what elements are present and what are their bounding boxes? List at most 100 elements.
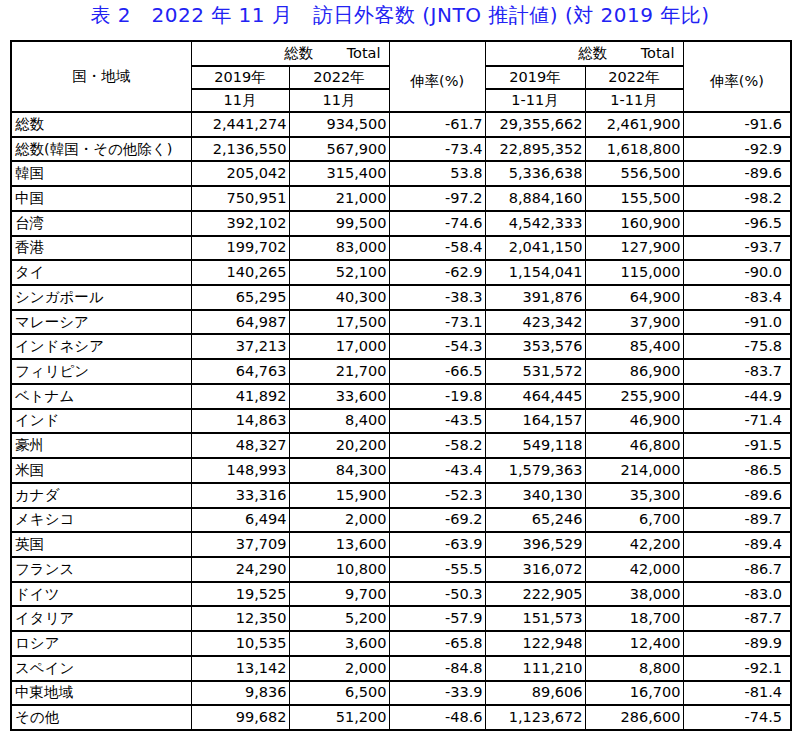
cell-rate_cum: -89.4 (683, 532, 791, 557)
country-name: 米国 (11, 458, 191, 483)
cell-v2019_11: 140,265 (191, 260, 289, 285)
cell-v2019_cum: 222,905 (485, 582, 585, 607)
cell-v2022_11: 20,200 (289, 433, 389, 458)
cell-v2019_cum: 549,118 (485, 433, 585, 458)
cell-v2022_cum: 6,700 (585, 508, 683, 533)
cell-v2022_11: 51,200 (289, 705, 389, 730)
table-row: その他99,68251,200-48.61,123,672286,600-74.… (11, 705, 791, 730)
cell-v2022_11: 8,400 (289, 409, 389, 434)
cell-v2022_cum: 42,000 (585, 557, 683, 582)
cell-rate_cum: -89.9 (683, 631, 791, 656)
cell-rate_cum: -83.4 (683, 285, 791, 310)
table-row: 総数2,441,274934,500-61.729,355,6622,461,9… (11, 112, 791, 137)
cell-v2022_cum: 35,300 (585, 483, 683, 508)
table-row: ドイツ19,5259,700-50.3222,90538,000-83.0 (11, 582, 791, 607)
header-2022-month: 2022年 (289, 66, 389, 89)
header-total-month: 総数 Total (191, 41, 389, 66)
cell-v2022_11: 33,600 (289, 384, 389, 409)
table-row: タイ140,26552,100-62.91,154,041115,000-90.… (11, 260, 791, 285)
country-name: フランス (11, 557, 191, 582)
cell-rate_cum: -83.7 (683, 359, 791, 384)
cell-rate_11: -54.3 (389, 334, 485, 359)
cell-v2019_cum: 1,579,363 (485, 458, 585, 483)
cell-v2019_cum: 423,342 (485, 310, 585, 335)
cell-v2019_11: 64,763 (191, 359, 289, 384)
cell-rate_11: -61.7 (389, 112, 485, 137)
table-row: 豪州48,32720,200-58.2549,11846,800-91.5 (11, 433, 791, 458)
country-name: その他 (11, 705, 191, 730)
cell-v2022_11: 315,400 (289, 161, 389, 186)
visitors-table: 国・地域 総数 Total 伸率(%) 総数 Total 伸率(%) 2019年… (10, 40, 792, 731)
cell-v2019_cum: 531,572 (485, 359, 585, 384)
cell-rate_cum: -44.9 (683, 384, 791, 409)
cell-rate_11: -43.5 (389, 409, 485, 434)
cell-v2022_cum: 255,900 (585, 384, 683, 409)
cell-rate_11: -62.9 (389, 260, 485, 285)
cell-rate_cum: -92.9 (683, 137, 791, 162)
cell-rate_cum: -91.5 (683, 433, 791, 458)
cell-v2019_11: 199,702 (191, 236, 289, 261)
cell-v2019_cum: 316,072 (485, 557, 585, 582)
cell-v2019_11: 6,494 (191, 508, 289, 533)
country-name: イタリア (11, 606, 191, 631)
cell-rate_11: -19.8 (389, 384, 485, 409)
cell-v2019_cum: 340,130 (485, 483, 585, 508)
header-country-region: 国・地域 (11, 41, 191, 112)
cell-v2019_11: 65,295 (191, 285, 289, 310)
cell-v2022_11: 52,100 (289, 260, 389, 285)
cell-v2019_cum: 353,576 (485, 334, 585, 359)
cell-v2022_cum: 42,200 (585, 532, 683, 557)
cell-v2019_11: 148,993 (191, 458, 289, 483)
cell-v2022_cum: 155,500 (585, 186, 683, 211)
cell-v2022_11: 934,500 (289, 112, 389, 137)
cell-v2019_cum: 1,154,041 (485, 260, 585, 285)
cell-v2022_cum: 64,900 (585, 285, 683, 310)
table-row: 中国750,95121,000-97.28,884,160155,500-98.… (11, 186, 791, 211)
cell-v2019_cum: 5,336,638 (485, 161, 585, 186)
table-header: 国・地域 総数 Total 伸率(%) 総数 Total 伸率(%) 2019年… (11, 41, 791, 112)
cell-rate_cum: -89.6 (683, 161, 791, 186)
cell-v2019_cum: 4,542,333 (485, 211, 585, 236)
cell-rate_11: -97.2 (389, 186, 485, 211)
cell-v2019_cum: 111,210 (485, 656, 585, 681)
cell-rate_cum: -87.7 (683, 606, 791, 631)
cell-v2022_cum: 556,500 (585, 161, 683, 186)
cell-rate_cum: -93.7 (683, 236, 791, 261)
country-name: マレーシア (11, 310, 191, 335)
table-row: シンガポール65,29540,300-38.3391,87664,900-83.… (11, 285, 791, 310)
header-2022-cum: 2022年 (585, 66, 683, 89)
cell-rate_11: 53.8 (389, 161, 485, 186)
cell-rate_cum: -90.0 (683, 260, 791, 285)
country-name: 香港 (11, 236, 191, 261)
table-row: フィリピン64,76321,700-66.5531,57286,900-83.7 (11, 359, 791, 384)
page-title: 表 2 2022 年 11 月 訪日外客数 (JNTO 推計値) (対 2019… (0, 3, 800, 27)
country-name: 総数(韓国・その他除く) (11, 137, 191, 162)
table-row: メキシコ6,4942,000-69.265,2466,700-89.7 (11, 508, 791, 533)
table-row: マレーシア64,98717,500-73.1423,34237,900-91.0 (11, 310, 791, 335)
cell-v2022_11: 10,800 (289, 557, 389, 582)
header-sub-cum-2019: 1-11月 (485, 89, 585, 112)
cell-v2019_11: 13,142 (191, 656, 289, 681)
cell-rate_11: -73.4 (389, 137, 485, 162)
table-row: フランス24,29010,800-55.5316,07242,000-86.7 (11, 557, 791, 582)
table-row: 英国37,70913,600-63.9396,52942,200-89.4 (11, 532, 791, 557)
table-row: 台湾392,10299,500-74.64,542,333160,900-96.… (11, 211, 791, 236)
table-row: 香港199,70283,000-58.42,041,150127,900-93.… (11, 236, 791, 261)
cell-rate_cum: -86.7 (683, 557, 791, 582)
cell-v2019_11: 41,892 (191, 384, 289, 409)
cell-rate_11: -38.3 (389, 285, 485, 310)
cell-rate_11: -43.4 (389, 458, 485, 483)
cell-v2019_11: 64,987 (191, 310, 289, 335)
table-row: 米国148,99384,300-43.41,579,363214,000-86.… (11, 458, 791, 483)
header-sub-month-2022: 11月 (289, 89, 389, 112)
cell-v2019_11: 99,682 (191, 705, 289, 730)
cell-rate_cum: -91.0 (683, 310, 791, 335)
cell-rate_cum: -83.0 (683, 582, 791, 607)
table-row: カナダ33,31615,900-52.3340,13035,300-89.6 (11, 483, 791, 508)
cell-v2019_cum: 122,948 (485, 631, 585, 656)
country-name: インド (11, 409, 191, 434)
cell-rate_11: -65.8 (389, 631, 485, 656)
country-name: スペイン (11, 656, 191, 681)
cell-v2022_cum: 46,800 (585, 433, 683, 458)
cell-v2019_11: 14,863 (191, 409, 289, 434)
